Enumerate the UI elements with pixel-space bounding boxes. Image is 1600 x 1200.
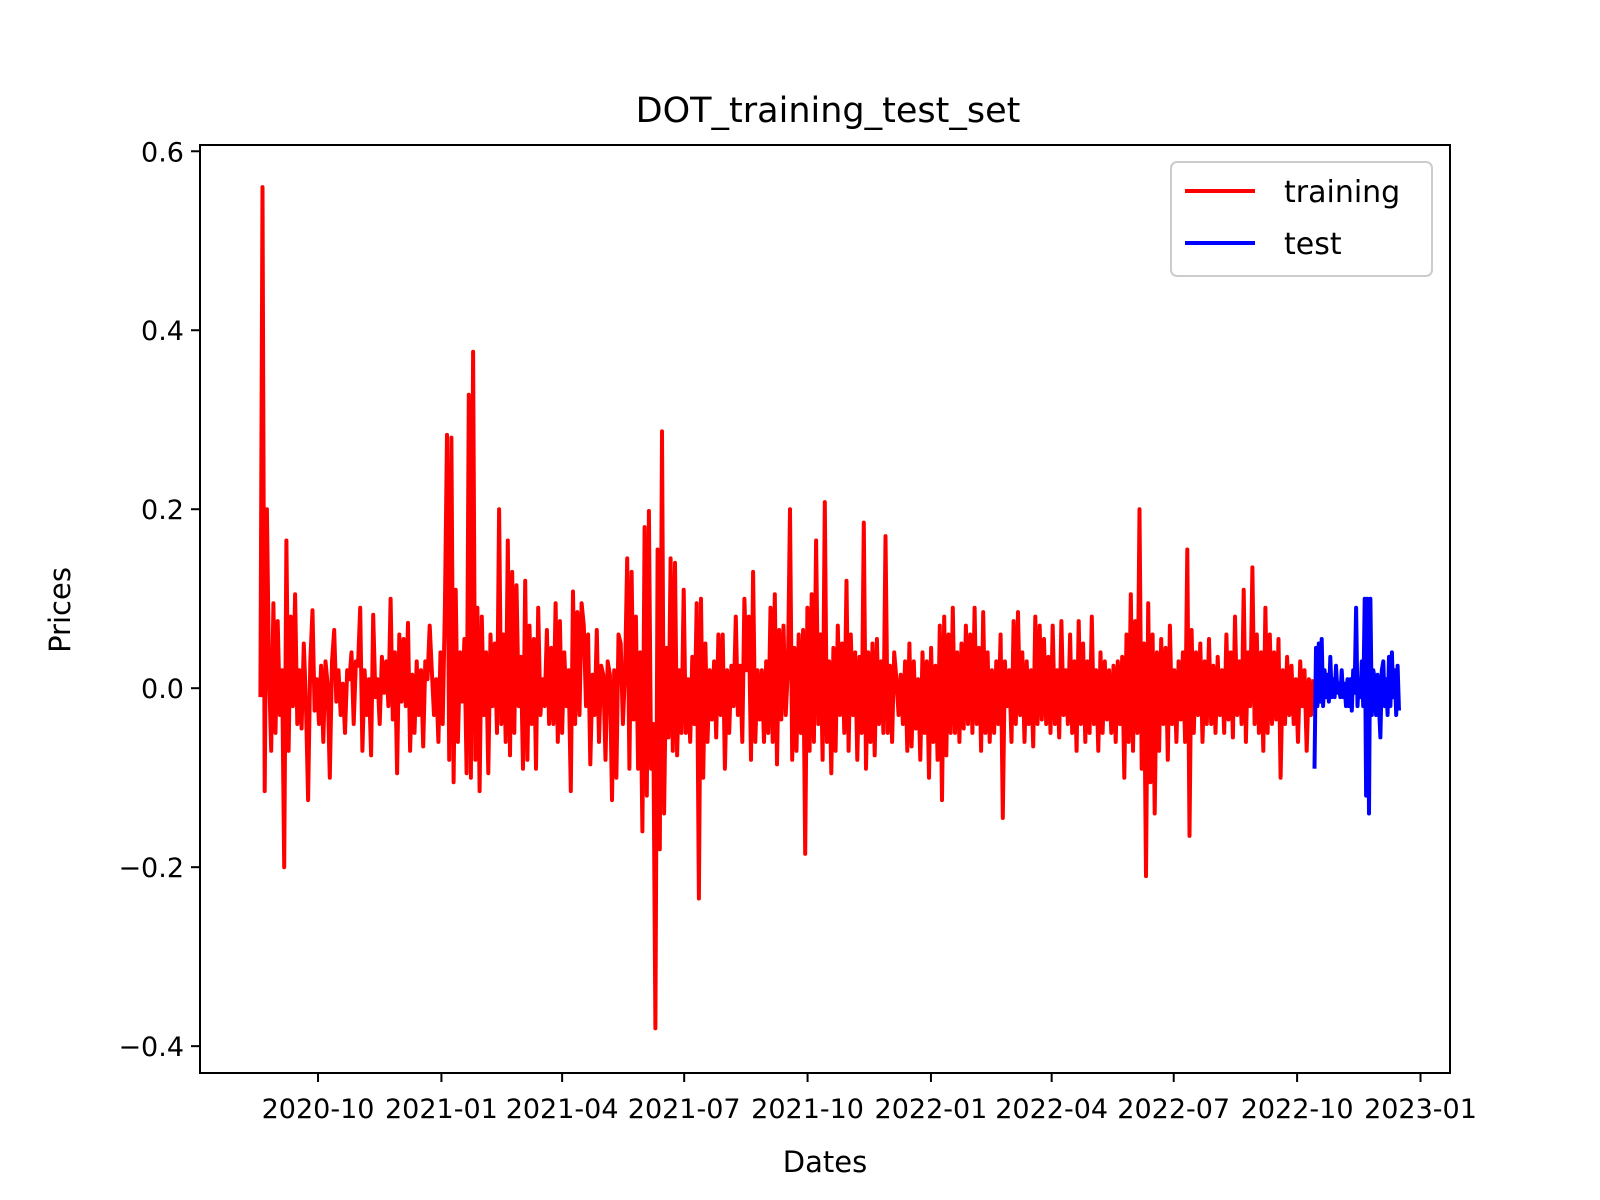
x-tick-label: 2022-07: [1117, 1094, 1230, 1125]
series-line-test: [1312, 596, 1401, 816]
x-tick-label: 2023-01: [1364, 1094, 1477, 1125]
series-line-training: [258, 185, 1316, 1031]
y-tick-label: 0.6: [141, 137, 184, 168]
x-tick-label: 2021-01: [385, 1094, 498, 1125]
legend-label-test: test: [1284, 227, 1342, 262]
y-axis-label: Prices: [43, 567, 77, 653]
y-axis-ticks: 0.6 0.4 0.2 0.0 −0.2 −0.4: [118, 137, 200, 1063]
x-axis-ticks: 2020-10 2021-01 2021-04 2021-07 2021-10 2022-…: [262, 1073, 1477, 1125]
y-tick-label: 0.2: [141, 495, 184, 526]
series-layer: [258, 185, 1401, 1031]
y-tick-label: −0.4: [118, 1032, 184, 1063]
x-tick-label: 2021-10: [751, 1094, 864, 1125]
y-tick-label: −0.2: [118, 853, 184, 884]
x-axis-label: Dates: [783, 1145, 867, 1179]
x-tick-label: 2022-10: [1241, 1094, 1354, 1125]
x-tick-label: 2021-07: [628, 1094, 741, 1125]
x-tick-label: 2022-01: [875, 1094, 988, 1125]
x-tick-label: 2022-04: [995, 1094, 1108, 1125]
x-tick-label: 2021-04: [506, 1094, 619, 1125]
plot-frame: [199, 144, 1451, 1074]
legend-label-training: training: [1284, 175, 1400, 210]
y-tick-label: 0.4: [141, 316, 184, 347]
chart-title: DOT_training_test_set: [636, 91, 1021, 131]
legend: training test: [1170, 161, 1433, 277]
x-tick-label: 2020-10: [262, 1094, 375, 1125]
y-tick-label: 0.0: [141, 674, 184, 705]
